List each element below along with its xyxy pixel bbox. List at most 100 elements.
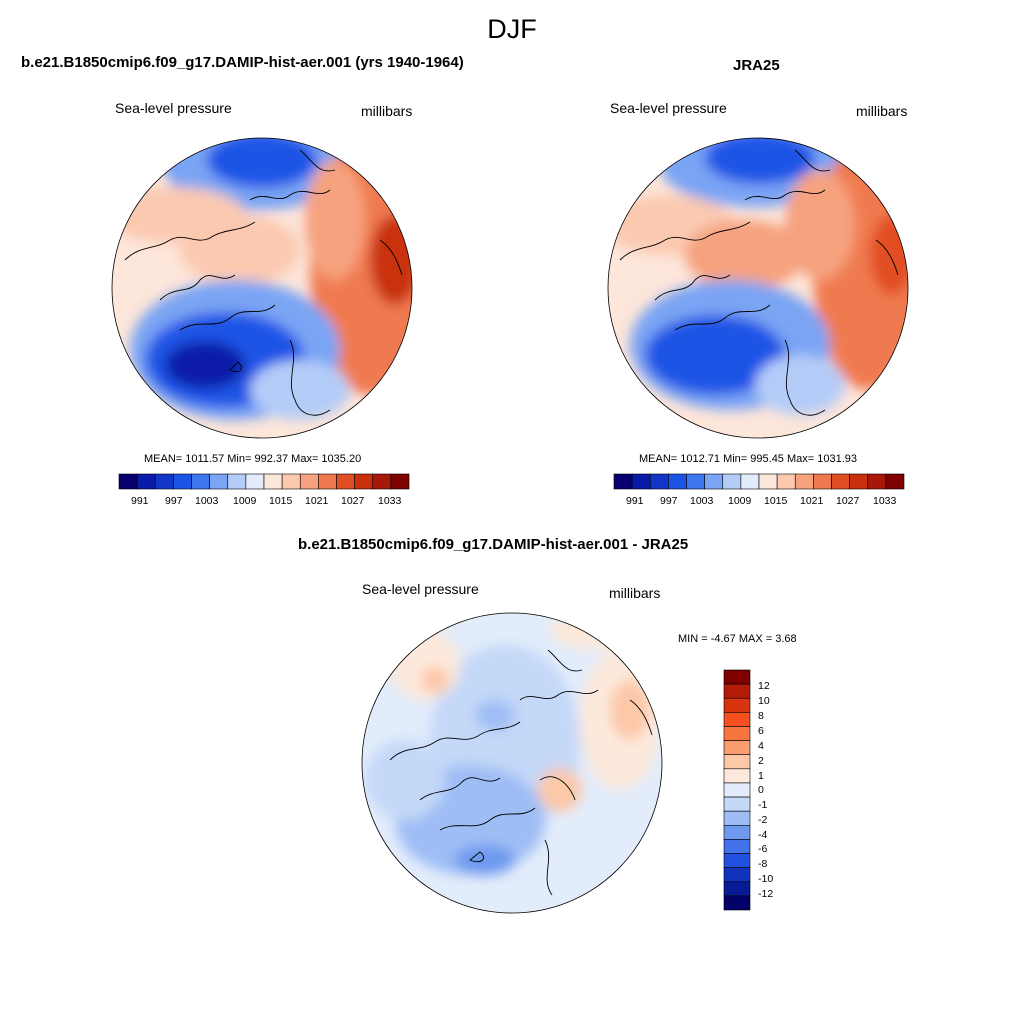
diff-colorbar-swatch	[723, 853, 751, 868]
obs-colorbar-swatch	[613, 473, 633, 490]
diff-polar-map	[361, 612, 663, 914]
obs-colorbar-swatch	[649, 473, 669, 490]
obs-cb-label: 1027	[836, 495, 860, 507]
model-colorbar-swatch	[318, 473, 337, 490]
diff-cb-label: 1	[758, 770, 764, 782]
model-colorbar-swatch	[336, 473, 355, 490]
diff-pressure-field	[365, 613, 660, 885]
model-colorbar-swatch	[136, 473, 156, 490]
diff-colorbar-swatch	[723, 768, 751, 784]
obs-panel-title: JRA25	[733, 57, 780, 74]
figure-title: DJF	[487, 14, 537, 44]
diff-cb-label: -10	[758, 873, 774, 885]
obs-colorbar-swatch	[686, 473, 705, 490]
diff-cb-label: -12	[758, 888, 774, 900]
model-colorbar-swatch	[299, 473, 319, 490]
model-colorbar-swatch	[263, 473, 283, 490]
obs-cb-label: 1033	[873, 495, 897, 507]
diff-variable-label: Sea-level pressure	[362, 581, 479, 597]
diff-colorbar-swatch	[723, 726, 751, 741]
diff-cb-label: -8	[758, 858, 768, 870]
model-panel-title: b.e21.B1850cmip6.f09_g17.DAMIP-hist-aer.…	[21, 54, 464, 71]
model-coastlines	[124, 149, 403, 416]
diff-colorbar-swatch	[723, 839, 751, 854]
model-cb-label: 1009	[233, 495, 257, 507]
model-cb-label: 991	[131, 495, 149, 507]
model-colorbar	[118, 473, 410, 490]
obs-cb-label: 1015	[764, 495, 788, 507]
diff-cb-label: -1	[758, 799, 768, 811]
model-colorbar-swatch	[354, 473, 374, 490]
diff-colorbar-swatch	[723, 881, 751, 897]
model-colorbar-swatch	[118, 473, 138, 490]
obs-colorbar-swatch	[704, 473, 724, 490]
obs-colorbar-swatch	[849, 473, 869, 490]
model-stats: MEAN= 1011.57 Min= 992.37 Max= 1035.20	[144, 453, 362, 465]
obs-coastlines	[619, 149, 899, 416]
diff-colorbar-swatch	[723, 895, 751, 911]
model-cb-label: 1003	[195, 495, 219, 507]
diff-units-label: millibars	[609, 585, 661, 601]
diff-cb-label: -4	[758, 829, 768, 841]
diff-panel-title: b.e21.B1850cmip6.f09_g17.DAMIP-hist-aer.…	[298, 536, 689, 553]
model-colorbar-swatch	[281, 473, 301, 490]
obs-polar-map	[607, 137, 909, 439]
diff-colorbar-swatch	[723, 740, 751, 756]
diff-cb-label: 0	[758, 784, 764, 796]
diff-colorbar-swatch	[723, 683, 751, 699]
obs-colorbar-swatch	[758, 473, 778, 490]
diff-colorbar-swatch	[723, 669, 751, 685]
model-cb-label: 997	[165, 495, 183, 507]
diff-colorbar-swatch	[723, 796, 751, 812]
obs-cb-label: 997	[660, 495, 678, 507]
diff-map-border	[361, 612, 663, 914]
diff-cb-label: 4	[758, 740, 764, 752]
diff-cb-label: -2	[758, 814, 768, 826]
model-polar-map	[111, 137, 413, 439]
model-cb-label: 1021	[305, 495, 329, 507]
obs-colorbar-swatch	[813, 473, 832, 490]
obs-cb-label: 1021	[800, 495, 824, 507]
obs-cb-label: 1003	[690, 495, 714, 507]
obs-colorbar-swatch	[722, 473, 742, 490]
diff-colorbar-swatch	[723, 782, 751, 798]
obs-stats: MEAN= 1012.71 Min= 995.45 Max= 1031.93	[639, 453, 858, 465]
obs-colorbar-swatch	[885, 473, 905, 490]
model-colorbar-swatch	[390, 473, 410, 490]
diff-cb-label: 2	[758, 755, 764, 767]
model-cb-label: 1015	[269, 495, 293, 507]
obs-colorbar-swatch	[831, 473, 850, 490]
obs-colorbar-swatch	[794, 473, 814, 490]
obs-colorbar	[613, 473, 905, 490]
obs-colorbar-swatch	[776, 473, 796, 490]
model-colorbar-swatch	[245, 473, 265, 490]
diff-colorbar-swatch	[723, 712, 751, 727]
model-colorbar-swatch	[173, 473, 192, 490]
model-colorbar-swatch	[372, 473, 392, 490]
diff-cb-label: 6	[758, 725, 764, 737]
model-variable-label: Sea-level pressure	[115, 100, 232, 116]
obs-colorbar-swatch	[867, 473, 887, 490]
model-map-border	[111, 137, 413, 439]
obs-units-label: millibars	[856, 103, 908, 119]
model-colorbar-swatch	[154, 473, 174, 490]
diff-colorbar-swatch	[723, 824, 751, 840]
diff-cb-label: 8	[758, 710, 764, 722]
diff-cb-label: 12	[758, 680, 770, 692]
obs-colorbar-swatch	[668, 473, 687, 490]
diff-stats: MIN = -4.67 MAX = 3.68	[678, 633, 797, 645]
obs-cb-label: 991	[626, 495, 644, 507]
diff-cb-label: 10	[758, 695, 770, 707]
diff-coastlines	[389, 649, 653, 896]
obs-colorbar-swatch	[631, 473, 651, 490]
diff-colorbar	[723, 669, 751, 911]
model-colorbar-swatch	[209, 473, 229, 490]
model-units-label: millibars	[361, 103, 413, 119]
diff-colorbar-swatch	[723, 754, 751, 770]
model-colorbar-swatch	[227, 473, 247, 490]
obs-colorbar-swatch	[740, 473, 760, 490]
model-colorbar-swatch	[191, 473, 210, 490]
model-cb-label: 1033	[378, 495, 402, 507]
diff-cb-label: -6	[758, 843, 768, 855]
